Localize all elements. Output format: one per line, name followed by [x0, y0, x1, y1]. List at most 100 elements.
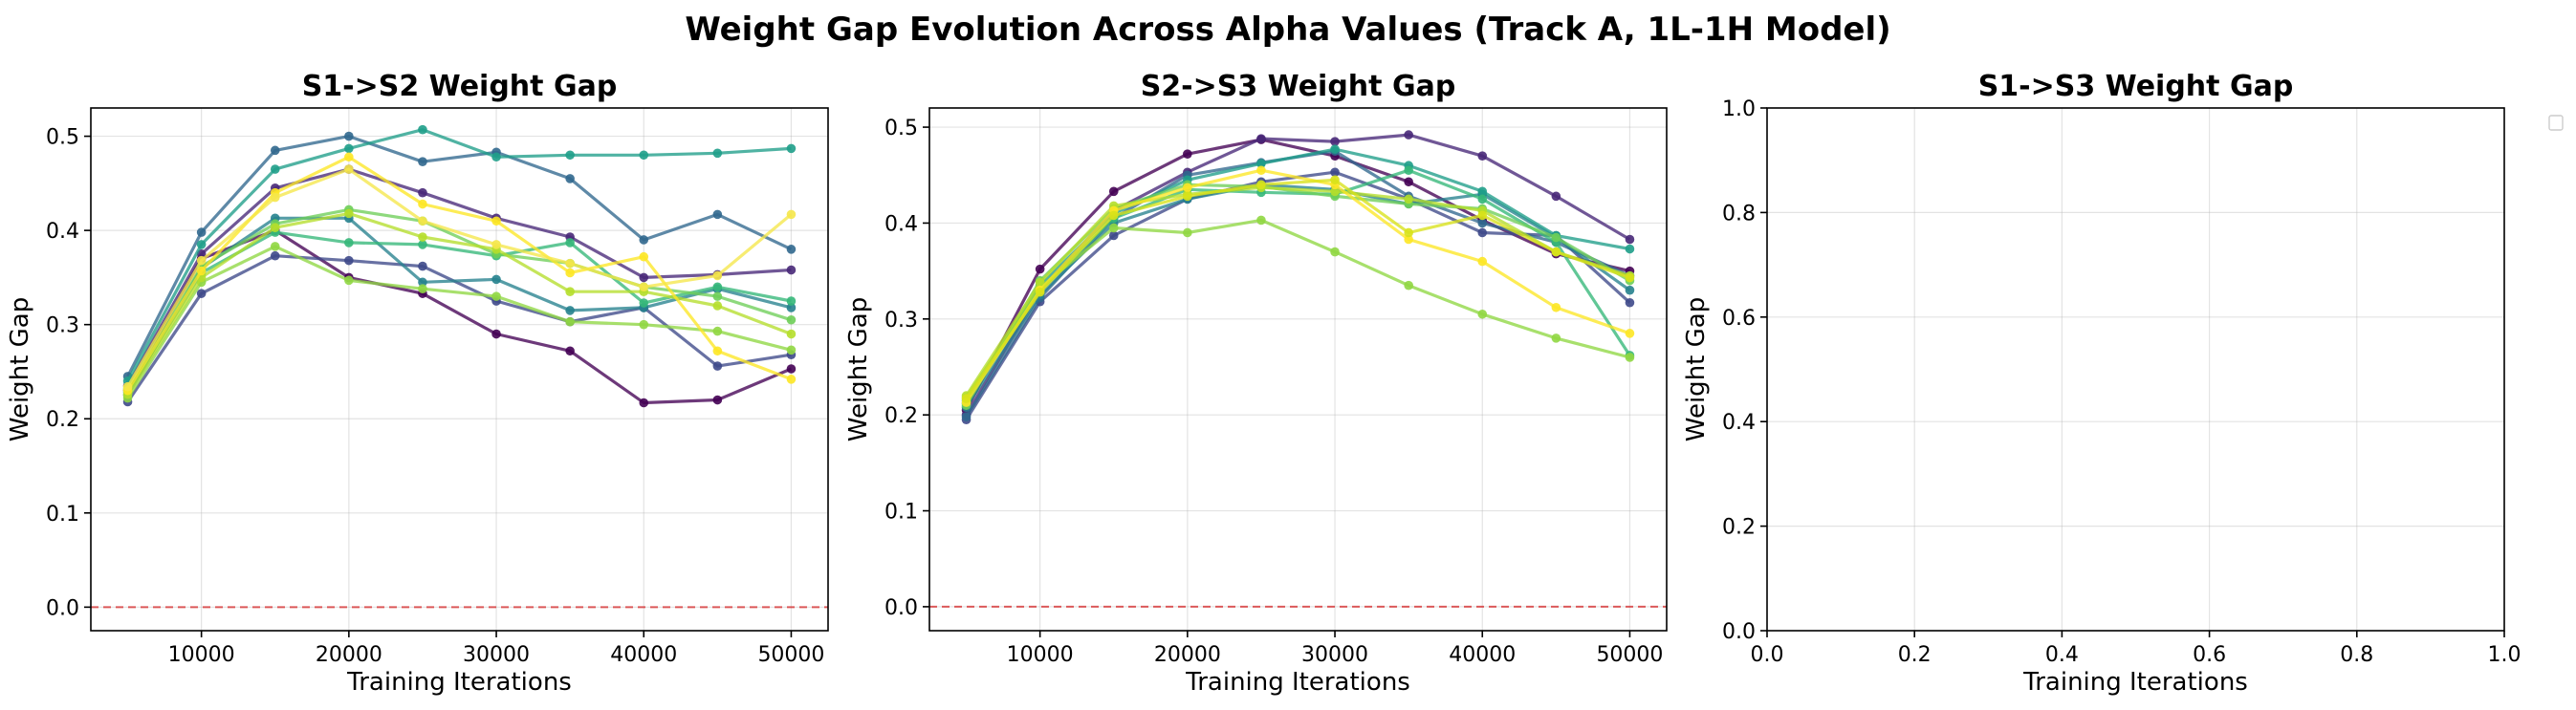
series-point [418, 232, 427, 242]
series-point [786, 345, 797, 355]
series-point [565, 258, 575, 269]
series-point [1477, 309, 1488, 319]
series-point [344, 131, 354, 141]
series-line-7 [965, 168, 1631, 401]
series-point [1108, 230, 1119, 241]
series-point [418, 284, 427, 294]
x-tick-label: 30000 [1301, 643, 1368, 667]
series-line-10 [965, 185, 1630, 397]
series-point [1404, 227, 1413, 238]
y-tick-label: 0.3 [46, 314, 79, 338]
x-tick-label: 20000 [316, 643, 382, 667]
series-point [1477, 227, 1488, 238]
series-point [565, 150, 575, 161]
y-tick-label: 0.2 [46, 408, 79, 432]
series-point [786, 265, 797, 275]
series-point [418, 277, 427, 288]
series-point [1551, 333, 1561, 343]
series-point [639, 298, 649, 308]
series-point [1477, 210, 1488, 221]
series-line-11 [126, 155, 792, 392]
series-point [961, 412, 971, 421]
series-point [1183, 191, 1192, 202]
series-line-1 [965, 138, 1630, 411]
series-point [712, 209, 723, 220]
series-point [786, 303, 797, 312]
series-point [1108, 210, 1119, 221]
series-point [639, 319, 649, 330]
y-tick-label: 0.4 [46, 220, 79, 244]
y-axis-label: Weight Gap [844, 297, 873, 441]
y-tick-label: 0.6 [1722, 307, 1756, 331]
series-line-12 [965, 178, 1630, 400]
series-line-5 [965, 183, 1631, 408]
series-point [565, 238, 575, 247]
series-point [786, 245, 797, 254]
series-point [1404, 177, 1413, 187]
series-point [1330, 144, 1340, 154]
series-point [491, 291, 501, 301]
x-tick-label: 1.0 [2488, 643, 2521, 667]
y-tick-label: 0.8 [1722, 202, 1756, 226]
series-point [712, 282, 723, 292]
x-tick-label: 0.0 [1751, 643, 1784, 667]
series-point [1477, 186, 1488, 197]
series-point [196, 240, 207, 249]
series-point [565, 316, 575, 327]
series-point [270, 192, 280, 203]
series-point [1183, 149, 1192, 159]
series-point [712, 361, 723, 371]
series-line-8 [965, 183, 1631, 406]
series-point [1477, 256, 1488, 267]
series-point [961, 394, 971, 403]
chart-panel-s1-s3: 0.0 0.2 0.4 0.6 0.8 1.0 0.0 0.2 0.4 0.6 0.8 1.0 S1->… [1682, 70, 2521, 697]
series-point [1330, 247, 1340, 257]
series-point [196, 227, 207, 237]
series-point [1477, 194, 1488, 204]
series-point [418, 187, 427, 198]
series-point [344, 275, 354, 286]
y-tick-label: 0.5 [884, 117, 918, 140]
series-line-11 [965, 168, 1630, 403]
series-point [491, 240, 501, 249]
series-point [565, 174, 575, 183]
y-tick-label: 0.4 [1722, 411, 1756, 435]
series-point [639, 251, 649, 262]
empty-legend-box [2548, 115, 2564, 131]
series-point [1330, 175, 1340, 185]
series-line-6 [126, 128, 792, 382]
series-point [1256, 159, 1266, 169]
series-point [418, 157, 427, 166]
series-point [418, 216, 427, 226]
series-point [1404, 280, 1413, 290]
series-point [639, 235, 649, 245]
series-point [565, 306, 575, 315]
series-point [712, 346, 723, 356]
series-line-9 [965, 218, 1630, 398]
series-point [712, 395, 723, 405]
x-tick-label: 0.4 [2045, 643, 2079, 667]
axes-frame [90, 107, 829, 632]
series-point [786, 329, 797, 339]
y-axis-label: Weight Gap [6, 297, 34, 441]
y-tick-label: 0.2 [1722, 516, 1756, 540]
series-point [712, 270, 723, 281]
series-point [1625, 234, 1635, 245]
series-point [1330, 186, 1340, 197]
series-point [639, 282, 649, 292]
series-point [491, 329, 501, 339]
series-line-9 [126, 245, 792, 399]
y-tick-label: 0.0 [46, 596, 79, 620]
series-point [1551, 191, 1561, 202]
series-point [565, 287, 575, 296]
panel-title: S2->S3 Weight Gap [1141, 70, 1456, 103]
y-axis-label: Weight Gap [1682, 297, 1711, 441]
series-point [1330, 167, 1340, 178]
series-line-2 [126, 167, 792, 387]
y-tick-label: 0.4 [884, 212, 918, 236]
series-point [1551, 232, 1561, 243]
series-point [418, 124, 427, 135]
series-point [270, 250, 280, 261]
series-point [344, 143, 354, 154]
series-point [1108, 186, 1119, 197]
